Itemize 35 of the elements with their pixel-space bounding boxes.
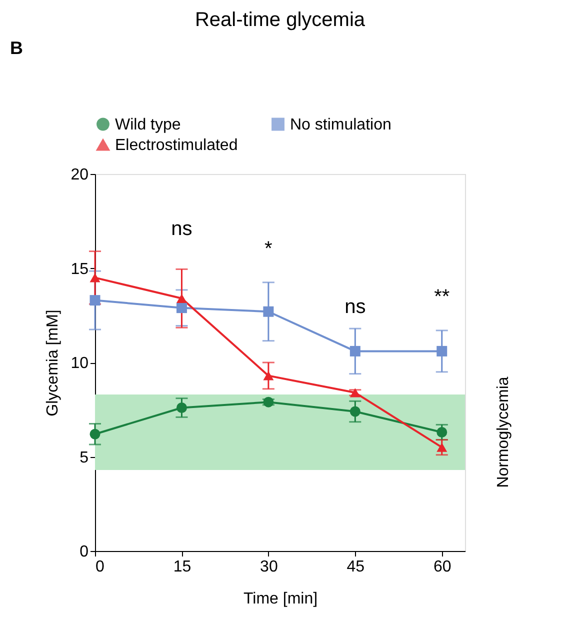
y-tick-label: 5	[80, 449, 89, 466]
legend-label: Wild type	[115, 116, 181, 134]
y-tick-label: 10	[70, 355, 89, 372]
legend-label: Electrostimulated	[115, 137, 238, 154]
point	[90, 295, 100, 306]
chart-title: Real-time glycemia	[194, 9, 366, 31]
band-label: Normoglycemia	[495, 376, 512, 488]
point	[350, 346, 360, 356]
legend-label: No stimulation	[290, 116, 392, 134]
point	[176, 402, 187, 413]
point	[350, 406, 360, 417]
y-tick-label: 0	[80, 544, 89, 560]
point	[436, 427, 448, 438]
point	[436, 442, 448, 452]
point	[436, 346, 448, 356]
x-tick-label: 60	[433, 558, 452, 576]
point	[90, 273, 100, 282]
x-tick-label: 0	[96, 558, 104, 576]
annotation: **	[434, 286, 450, 308]
x-tick-label: 30	[260, 558, 278, 576]
text: B	[10, 38, 23, 58]
point	[90, 428, 100, 440]
x-tick-label: 15	[173, 558, 192, 576]
point	[176, 302, 187, 314]
point	[263, 371, 274, 380]
x-tick-label: 45	[346, 558, 365, 576]
annotation: ns	[344, 296, 366, 318]
annotation: ns	[171, 218, 192, 240]
point	[176, 294, 187, 303]
point	[263, 306, 274, 317]
y-tick-label: 15	[70, 260, 89, 278]
y-axis-title: Glycemia [mM]	[44, 310, 62, 416]
x-axis-title: Time [min]	[243, 590, 318, 608]
y-tick-label: 20	[70, 166, 89, 184]
annotation: *	[264, 238, 273, 260]
